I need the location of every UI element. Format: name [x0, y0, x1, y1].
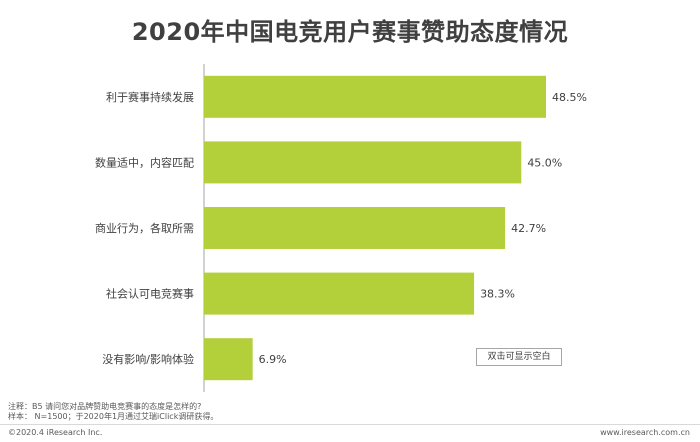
bar-chart: 利于赛事持续发展 48.5% 数量适中，内容匹配 45.0% 商业行为，各取所需 42.7… — [95, 64, 587, 392]
note-question: 注释：B5 请问您对品牌赞助电竞赛事的态度是怎样的? — [8, 402, 202, 411]
bar-1 — [204, 141, 522, 184]
category-label-0: 利于赛事持续发展 — [106, 90, 194, 104]
value-label-2: 42.7% — [511, 222, 546, 235]
bar-0 — [204, 75, 546, 118]
bar-4 — [204, 338, 253, 381]
bar-3 — [204, 272, 475, 315]
value-label-3: 38.3% — [480, 288, 515, 301]
bars-group: 利于赛事持续发展 48.5% 数量适中，内容匹配 45.0% 商业行为，各取所需 42.7… — [95, 75, 587, 381]
value-label-0: 48.5% — [552, 91, 587, 104]
chart-notes: 注释：B5 请问您对品牌赞助电竞赛事的态度是怎样的? 样本： N=1500；于2… — [8, 402, 218, 422]
category-label-3: 社会认可电竞赛事 — [106, 287, 194, 301]
value-label-1: 45.0% — [527, 156, 562, 169]
website-text: www.iresearch.com.cn — [600, 428, 690, 437]
category-label-1: 数量适中，内容匹配 — [95, 155, 194, 169]
category-label-2: 商业行为，各取所需 — [95, 221, 194, 235]
footer-divider — [0, 424, 700, 425]
chart-title: 2020年中国电竞用户赛事赞助态度情况 — [131, 18, 569, 46]
bar-2 — [204, 207, 506, 249]
copyright-text: ©2020.4 iResearch Inc. — [8, 428, 103, 437]
value-label-4: 6.9% — [259, 353, 287, 366]
note-sample: 样本： N=1500；于2020年1月通过艾瑞iClick调研获得。 — [8, 412, 219, 421]
show-blank-button[interactable]: 双击可显示空白 — [476, 348, 562, 366]
category-label-4: 没有影响/影响体验 — [102, 352, 194, 366]
